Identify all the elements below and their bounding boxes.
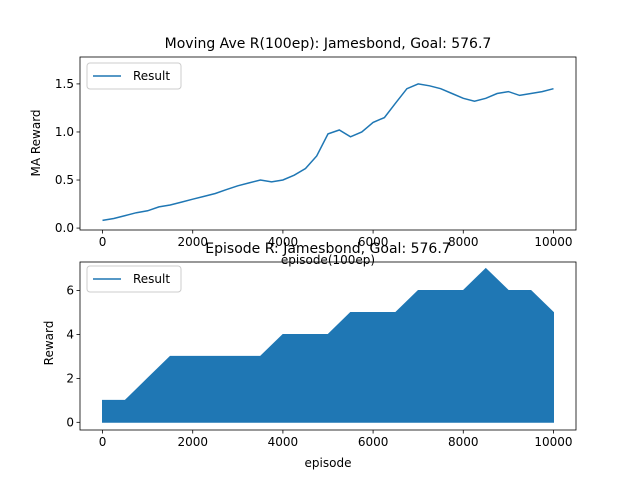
- plot-frame: [79, 56, 577, 231]
- legend-label: Result: [133, 272, 170, 286]
- x-tick-label: 2000: [177, 235, 208, 249]
- x-ticks: 0 2000 4000 6000 8000 10000: [99, 230, 573, 249]
- y-ticks: 0 2 4 6: [66, 284, 80, 429]
- x-tick-label: 8000: [448, 435, 479, 449]
- y-axis-label: MA Reward: [29, 109, 43, 176]
- episode-reward-chart: Episode R: Jamesbond, Goal: 576.7 0 2 4 6 0…: [42, 241, 577, 470]
- legend-box: [86, 265, 182, 293]
- y-tick-label: 1.0: [55, 125, 74, 139]
- x-tick-label: 8000: [448, 235, 479, 249]
- y-ticks: 0.0 0.5 1.0 1.5: [55, 77, 80, 235]
- legend-box: [86, 62, 182, 90]
- x-tick-label: 6000: [358, 435, 389, 449]
- x-tick-label: 2000: [177, 435, 208, 449]
- y-tick-label: 1.5: [55, 77, 74, 91]
- legend: Result: [86, 265, 182, 293]
- x-tick-label: 4000: [268, 435, 299, 449]
- series-line-result: [102, 83, 554, 222]
- chart-title: Moving Ave R(100ep): Jamesbond, Goal: 57…: [165, 36, 492, 52]
- y-tick-label: 0.0: [55, 221, 74, 235]
- y-tick-label: 2: [66, 371, 74, 385]
- x-tick-label: 0: [99, 435, 107, 449]
- y-tick-label: 0.5: [55, 173, 74, 187]
- y-axis-label: Reward: [42, 321, 56, 366]
- x-axis-label: episode: [305, 456, 352, 470]
- x-tick-label: 4000: [268, 235, 299, 249]
- series-line-result: [102, 267, 554, 423]
- y-tick-label: 0: [66, 415, 74, 429]
- x-tick-label: 10000: [534, 235, 572, 249]
- y-tick-label: 6: [66, 284, 74, 298]
- chart-title: Episode R: Jamesbond, Goal: 576.7: [205, 241, 450, 257]
- moving-average-chart: Moving Ave R(100ep): Jamesbond, Goal: 57…: [29, 36, 577, 267]
- legend: Result: [86, 62, 182, 90]
- y-tick-label: 4: [66, 327, 74, 341]
- x-tick-label: 10000: [534, 435, 572, 449]
- series-envelope: [102, 267, 554, 423]
- x-ticks: 0 2000 4000 6000 8000 10000: [99, 430, 573, 449]
- legend-label: Result: [133, 69, 170, 83]
- x-tick-label: 0: [99, 235, 107, 249]
- plot-frame: [79, 261, 577, 431]
- x-axis-label: episode(100ep): [281, 253, 375, 267]
- x-tick-label: 6000: [358, 235, 389, 249]
